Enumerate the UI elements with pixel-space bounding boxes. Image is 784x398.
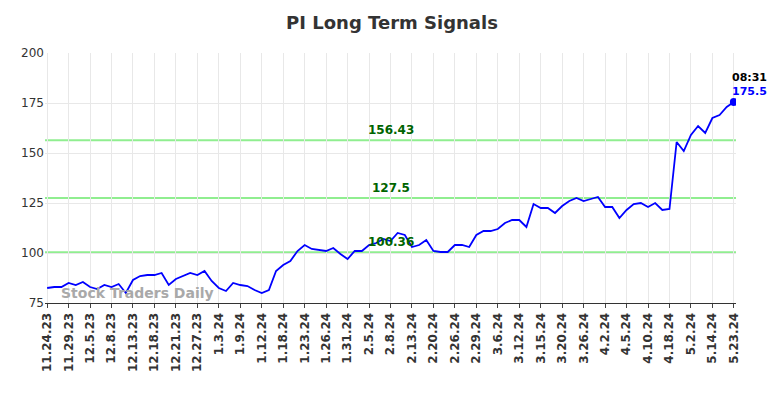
svg-text:2.29.24: 2.29.24 — [469, 313, 483, 364]
svg-text:12.5.23: 12.5.23 — [83, 313, 97, 364]
svg-text:4.5.24: 4.5.24 — [619, 313, 633, 356]
svg-text:PI Long Term Signals: PI Long Term Signals — [286, 12, 498, 33]
svg-text:100: 100 — [21, 246, 44, 260]
svg-text:3.26.24: 3.26.24 — [577, 313, 591, 364]
svg-text:Stock Traders Daily: Stock Traders Daily — [61, 285, 214, 301]
svg-text:2.8.24: 2.8.24 — [383, 313, 397, 356]
svg-text:11.24.23: 11.24.23 — [40, 313, 54, 372]
svg-text:1.3.24: 1.3.24 — [212, 313, 226, 356]
svg-text:3.6.24: 3.6.24 — [491, 313, 505, 356]
svg-text:4.18.24: 4.18.24 — [662, 313, 676, 364]
svg-text:5.2.24: 5.2.24 — [684, 313, 698, 356]
svg-text:75: 75 — [29, 296, 44, 310]
svg-text:150: 150 — [21, 146, 44, 160]
svg-text:156.43: 156.43 — [368, 123, 414, 137]
svg-text:175.5: 175.5 — [732, 85, 767, 98]
svg-text:100.36: 100.36 — [368, 235, 414, 249]
svg-text:1.12.24: 1.12.24 — [255, 313, 269, 364]
svg-text:12.13.23: 12.13.23 — [126, 313, 140, 372]
svg-text:3.15.24: 3.15.24 — [534, 313, 548, 364]
svg-text:127.5: 127.5 — [372, 181, 410, 195]
svg-text:175: 175 — [21, 96, 44, 110]
svg-text:12.21.23: 12.21.23 — [169, 313, 183, 372]
svg-text:12.27.23: 12.27.23 — [190, 313, 204, 372]
svg-text:2.26.24: 2.26.24 — [448, 313, 462, 364]
svg-text:5.14.24: 5.14.24 — [705, 313, 719, 364]
svg-text:4.2.24: 4.2.24 — [598, 313, 612, 356]
svg-text:2.20.24: 2.20.24 — [426, 313, 440, 364]
svg-text:4.10.24: 4.10.24 — [641, 313, 655, 364]
svg-text:1.23.24: 1.23.24 — [298, 313, 312, 364]
svg-text:3.12.24: 3.12.24 — [512, 313, 526, 364]
svg-text:2.13.24: 2.13.24 — [405, 313, 419, 364]
svg-text:12.8.23: 12.8.23 — [104, 313, 118, 364]
svg-text:125: 125 — [21, 196, 44, 210]
svg-text:5.23.24: 5.23.24 — [727, 313, 741, 364]
svg-text:11.29.23: 11.29.23 — [62, 313, 76, 372]
svg-text:12.18.23: 12.18.23 — [147, 313, 161, 372]
svg-text:08:31: 08:31 — [732, 71, 767, 84]
svg-text:1.26.24: 1.26.24 — [319, 313, 333, 364]
svg-text:2.5.24: 2.5.24 — [362, 313, 376, 356]
svg-text:1.18.24: 1.18.24 — [276, 313, 290, 364]
svg-text:1.9.24: 1.9.24 — [233, 313, 247, 356]
svg-text:200: 200 — [21, 46, 44, 60]
svg-text:1.31.24: 1.31.24 — [340, 313, 354, 364]
svg-text:3.20.24: 3.20.24 — [555, 313, 569, 364]
